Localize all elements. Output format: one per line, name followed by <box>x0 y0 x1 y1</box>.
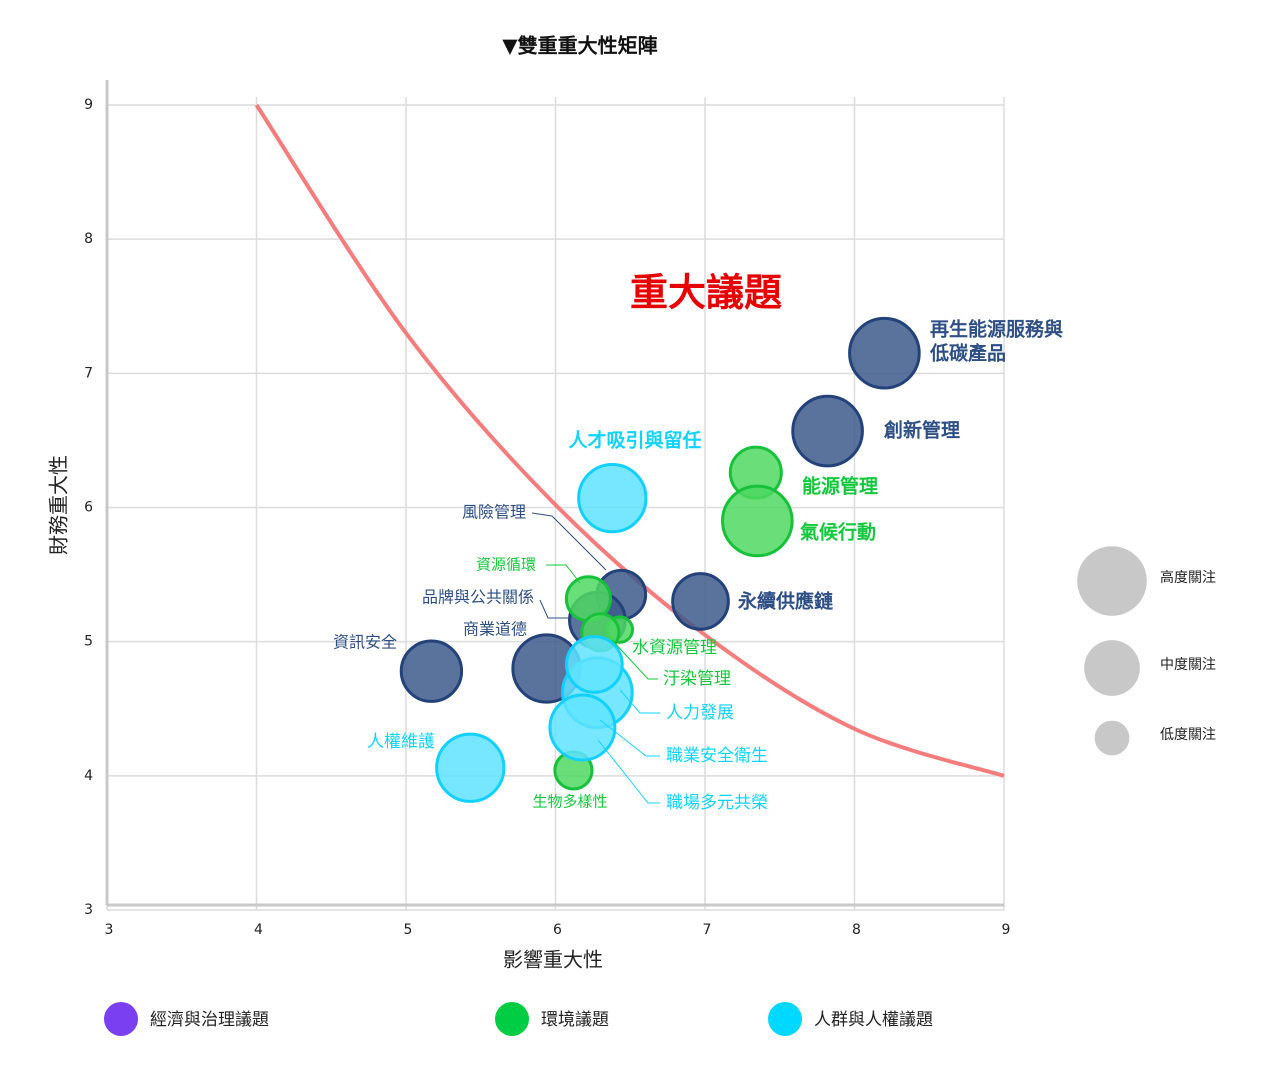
bubble-label: 創新管理 <box>884 419 960 442</box>
leader-line <box>597 739 660 804</box>
threshold-curve <box>254 103 1005 778</box>
bubble <box>577 462 648 534</box>
bubble-label: 人力發展 <box>666 703 734 723</box>
annotation: 重大議題 <box>630 271 782 315</box>
bubble-label: 永續供應鏈 <box>737 590 833 613</box>
bubble-label: 職場多元共榮 <box>666 793 768 813</box>
legend-label: 經濟與治理議題 <box>150 1010 269 1030</box>
leader-line <box>546 564 581 584</box>
chart-title: ▼雙重重大性矩陣 <box>502 34 657 58</box>
bubble-label: 生物多樣性 <box>532 793 607 811</box>
legend-marker <box>495 1002 529 1036</box>
bubble-label: 風險管理 <box>462 503 526 522</box>
y-tick-label: 8 <box>84 231 93 247</box>
leader-line <box>539 599 572 619</box>
leader-line <box>619 689 660 714</box>
x-tick-label: 6 <box>553 922 562 938</box>
bubble-label: 資源循環 <box>476 556 536 574</box>
legend-label: 環境議題 <box>541 1010 609 1030</box>
leader-line <box>611 639 658 680</box>
legend-marker <box>768 1002 802 1036</box>
y-tick-label: 4 <box>84 768 93 784</box>
bubble <box>848 316 921 390</box>
bubble-label: 資訊安全 <box>333 633 397 652</box>
x-tick-label: 7 <box>703 922 712 938</box>
size-legend-label: 高度關注 <box>1160 569 1216 586</box>
x-tick-label: 3 <box>105 922 114 938</box>
y-tick-label: 9 <box>84 97 93 113</box>
y-tick-label: 6 <box>84 500 93 516</box>
bubble-label: 商業道德 <box>463 620 527 639</box>
y-axis-label: 財務重大性 <box>47 455 71 555</box>
size-legend-marker <box>1094 720 1130 756</box>
y-tick-label: 5 <box>84 634 93 650</box>
bubble-label: 汙染管理 <box>663 669 731 689</box>
bubble-label: 品牌與公共關係 <box>422 588 534 607</box>
bubble-label: 水資源管理 <box>632 638 717 658</box>
bubble-label: 人才吸引與留任 <box>568 429 701 452</box>
bubble <box>548 693 617 762</box>
leader-line <box>599 719 660 757</box>
legend-label: 人群與人權議題 <box>814 1010 933 1030</box>
x-tick-label: 4 <box>254 922 263 938</box>
bubble <box>791 394 864 468</box>
legend-marker <box>104 1002 138 1036</box>
bubble-label: 氣候行動 <box>800 521 876 544</box>
bubble-label: 人權維護 <box>367 732 435 752</box>
bubble <box>435 732 506 803</box>
bubble-label: 能源管理 <box>802 475 878 498</box>
size-legend-label: 中度關注 <box>1160 657 1216 673</box>
leader-line <box>531 512 607 571</box>
x-tick-label: 8 <box>852 922 861 938</box>
bubble <box>721 484 794 558</box>
bubble <box>399 639 464 703</box>
x-tick-label: 5 <box>404 922 413 938</box>
bubble-label: 再生能源服務與低碳產品 <box>929 317 1063 364</box>
bubble-label: 職業安全衛生 <box>666 746 768 766</box>
y-tick-label: 7 <box>84 365 93 381</box>
bubble <box>565 635 624 694</box>
x-tick-label: 9 <box>1002 922 1011 938</box>
y-tick-label: 3 <box>84 902 93 918</box>
bubble <box>671 572 730 631</box>
size-legend-label: 低度關注 <box>1160 727 1216 743</box>
size-legend-marker <box>1084 640 1140 696</box>
size-legend-marker <box>1077 546 1147 616</box>
x-axis-label: 影響重大性 <box>503 948 603 972</box>
